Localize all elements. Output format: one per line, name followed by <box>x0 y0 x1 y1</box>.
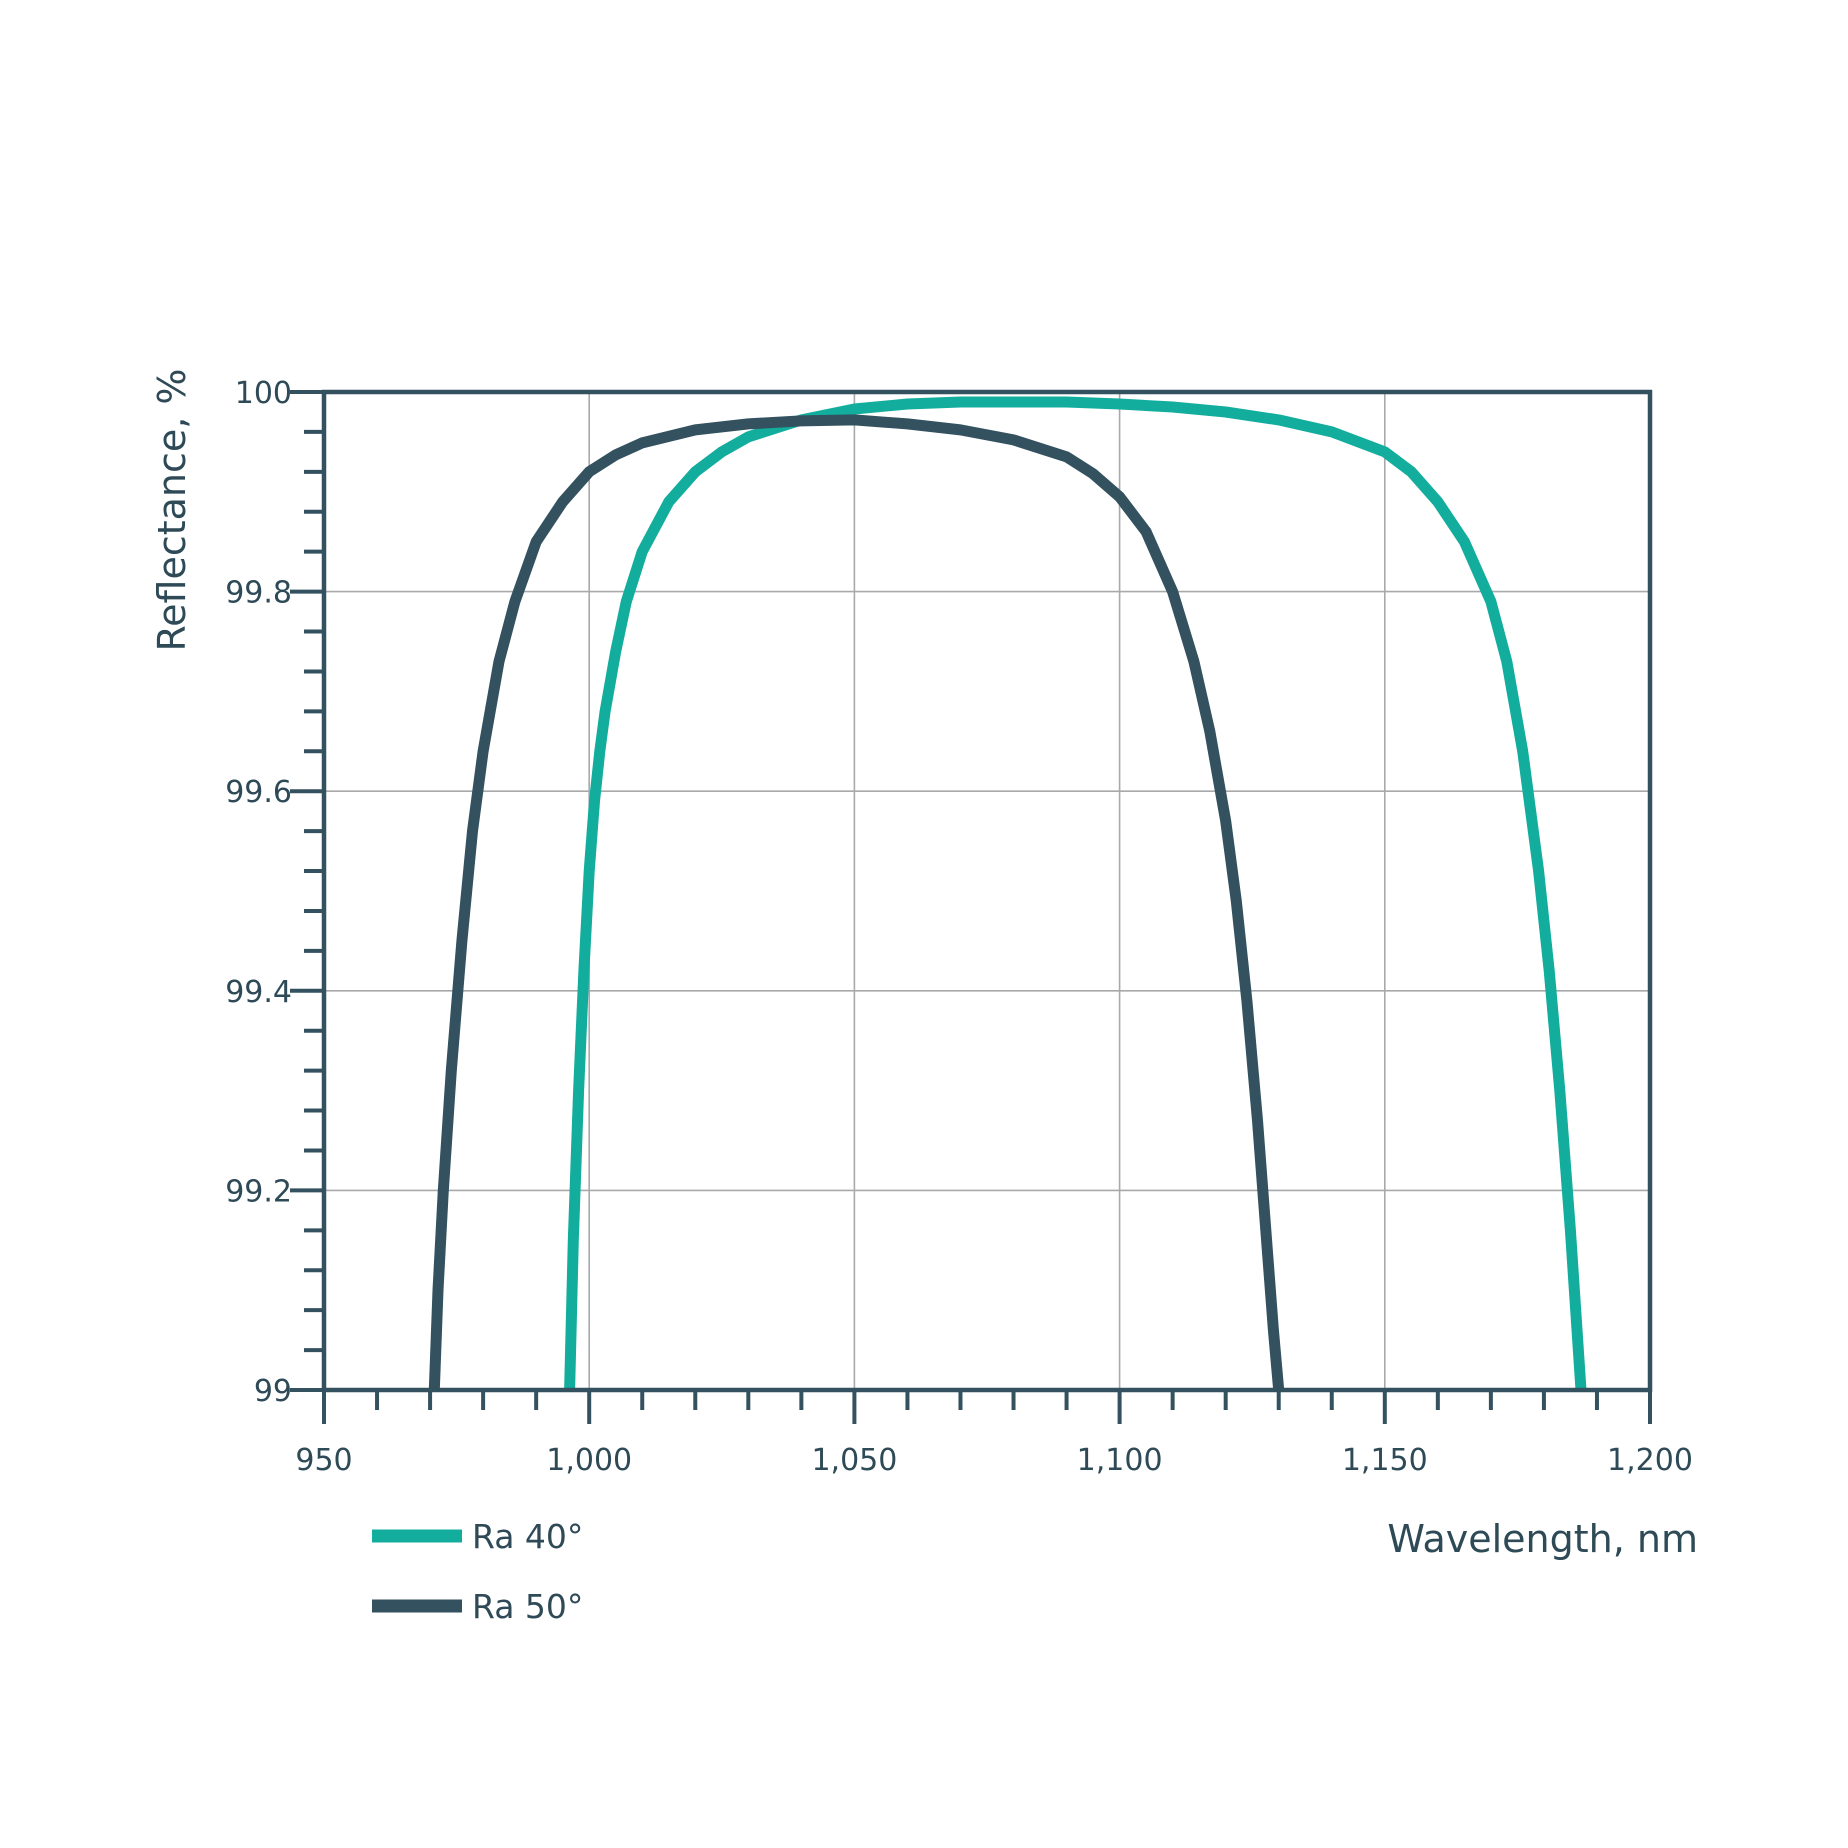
y-axis-title: Reflectance, % <box>150 368 194 651</box>
legend-label-1: Ra 40° <box>472 1517 583 1556</box>
y-tick-label: 99.2 <box>225 1174 292 1209</box>
axis-ticks <box>290 390 1652 1424</box>
series-lines <box>428 396 1587 1391</box>
x-tick-label: 1,050 <box>811 1443 897 1478</box>
x-tick-label: 1,200 <box>1607 1443 1693 1478</box>
x-tick-label: 1,000 <box>546 1443 632 1478</box>
x-tick-label: 1,150 <box>1342 1443 1428 1478</box>
series-line-2 <box>428 414 1285 1391</box>
y-tick-label: 100 <box>235 376 292 411</box>
axes <box>321 389 1653 1393</box>
y-tick-label: 99 <box>254 1374 292 1409</box>
series-line-1 <box>564 396 1587 1391</box>
y-tick-label: 99.8 <box>225 576 292 611</box>
legend: Ra 40° Ra 50° <box>372 1517 583 1626</box>
legend-label-2: Ra 50° <box>472 1587 583 1626</box>
grid-lines <box>324 392 1650 1390</box>
y-tick-label: 99.4 <box>225 975 292 1010</box>
x-tick-label: 1,100 <box>1077 1443 1163 1478</box>
x-tick-label: 950 <box>295 1443 352 1478</box>
y-tick-label: 99.6 <box>225 775 292 810</box>
tick-labels: 950 1,000 1,050 1,100 1,150 1,200 99 99.2 99.4 99… <box>225 376 1693 1478</box>
x-axis-title: Wavelength, nm <box>1387 1517 1698 1561</box>
plot-frame <box>321 389 1653 1393</box>
